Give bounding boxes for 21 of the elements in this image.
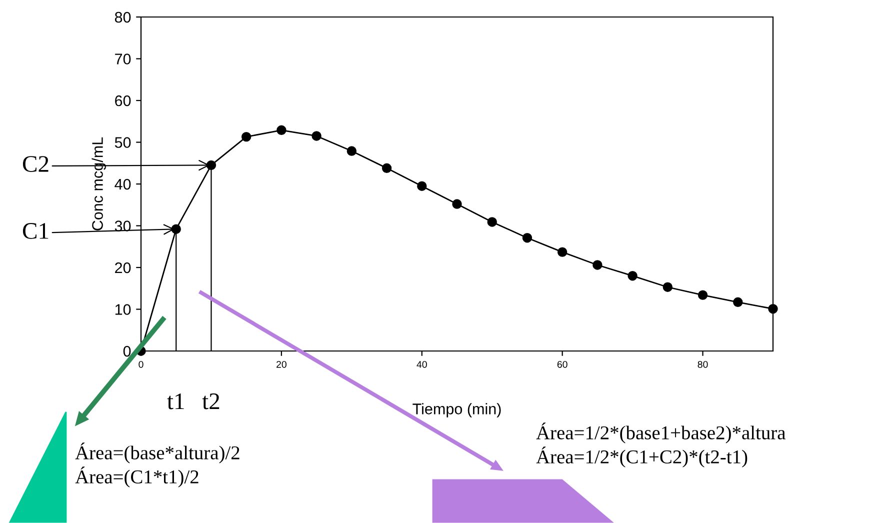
y-tick-label: 20 — [115, 262, 131, 274]
x-tick-label: 20 — [276, 360, 286, 368]
y-tick-label: 40 — [114, 178, 131, 190]
x-tick-label: 0 — [138, 360, 144, 368]
text: Área=1/2*(base1+base2)*altura Área=1/2*(C1+C2)*(t2-t1) — [536, 422, 786, 468]
y-axis-title: Conc mcg/mL — [92, 137, 106, 230]
ref-line-label: t2 — [202, 393, 220, 410]
y-tick-label: 0 — [123, 346, 131, 357]
x-tick-label: 60 — [557, 360, 568, 368]
x-tick-label: 40 — [416, 360, 427, 368]
annotation: C1 — [22, 223, 48, 239]
y-tick-label: 50 — [114, 137, 131, 148]
x-tick-label: 80 — [698, 360, 708, 368]
x-axis-title: Tiempo (min) — [412, 403, 501, 418]
y-tick-label: 80 — [114, 12, 131, 23]
y-tick-label: 60 — [115, 95, 131, 106]
annotation: C2 — [22, 156, 48, 172]
ref-line-label: t1 — [167, 393, 184, 410]
y-tick-label: 10 — [115, 304, 131, 315]
y-tick-label: 70 — [115, 54, 131, 64]
text: Área=(base*altura)/2 Área=(C1*t1)/2 — [75, 442, 240, 488]
